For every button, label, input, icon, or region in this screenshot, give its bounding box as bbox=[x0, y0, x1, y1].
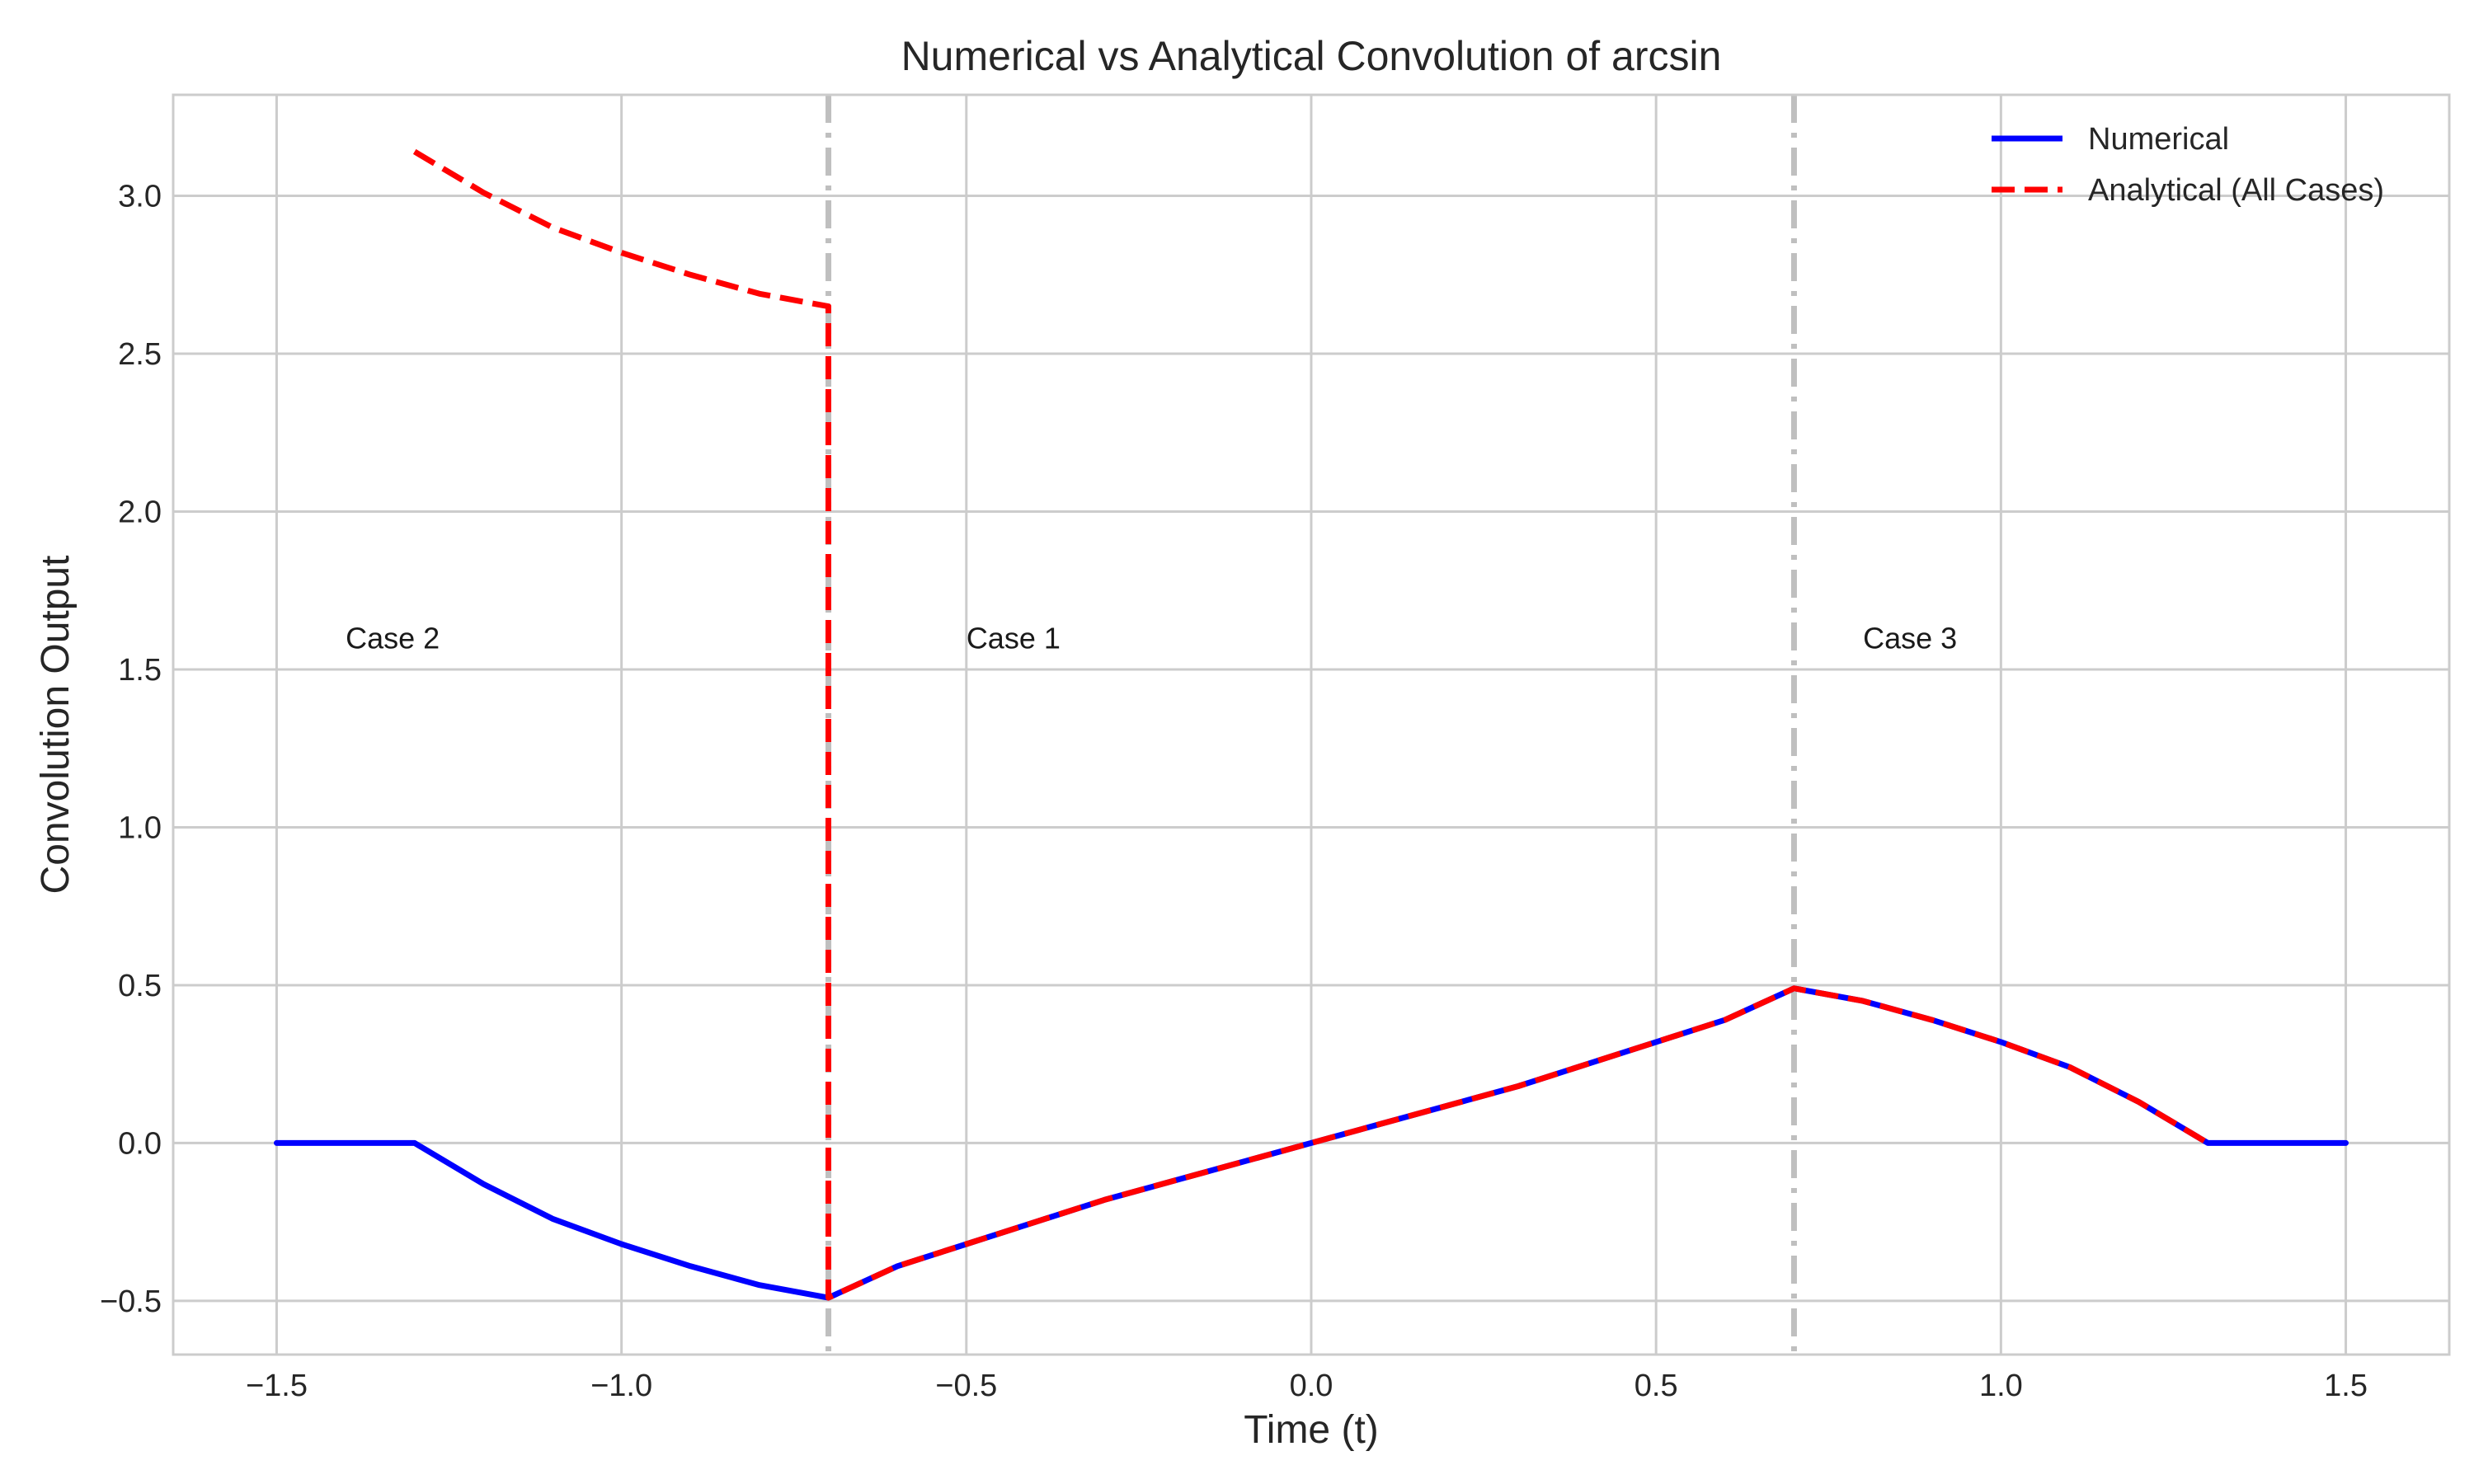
legend-label-analytical: Analytical (All Cases) bbox=[2088, 173, 2384, 208]
x-tick-label: 0.5 bbox=[1634, 1369, 1678, 1403]
series bbox=[274, 148, 2349, 1301]
y-axis-title: Convolution Output bbox=[34, 556, 78, 895]
y-tick-label: 1.0 bbox=[118, 810, 162, 845]
x-tick-label: 1.0 bbox=[1979, 1369, 2023, 1403]
x-tick-label: −1.5 bbox=[246, 1369, 308, 1403]
case-annotation: Case 3 bbox=[1863, 622, 1957, 655]
x-tick-labels: −1.5 −1.0 −0.5 0.0 0.5 1.0 1.5 bbox=[246, 1369, 2368, 1403]
x-tick-label: −0.5 bbox=[935, 1369, 997, 1403]
grid bbox=[173, 95, 2449, 1355]
y-tick-label: −0.5 bbox=[100, 1284, 162, 1319]
case-annotation: Case 2 bbox=[346, 622, 440, 655]
y-tick-labels: −0.5 0.0 0.5 1.0 1.5 2.0 2.5 3.0 bbox=[100, 180, 162, 1319]
x-axis-title: Time (t) bbox=[1244, 1408, 1379, 1452]
y-tick-label: 2.5 bbox=[118, 337, 162, 372]
legend-label-numerical: Numerical bbox=[2088, 122, 2229, 157]
x-tick-label: 0.0 bbox=[1290, 1369, 1333, 1403]
x-tick-label: −1.0 bbox=[590, 1369, 652, 1403]
case-annotations: Case 2 Case 1 Case 3 bbox=[346, 622, 1957, 655]
series-line-analytical bbox=[412, 148, 2210, 1301]
y-tick-label: 0.5 bbox=[118, 969, 162, 1003]
y-tick-label: 0.0 bbox=[118, 1126, 162, 1161]
y-tick-label: 1.5 bbox=[118, 653, 162, 688]
legend: Numerical Analytical (All Cases) bbox=[1992, 122, 2384, 208]
y-tick-label: 2.0 bbox=[118, 495, 162, 530]
plot-frame bbox=[172, 93, 2451, 1356]
chart-title: Numerical vs Analytical Convolution of a… bbox=[901, 33, 1722, 79]
case-annotation: Case 1 bbox=[967, 622, 1061, 655]
x-tick-label: 1.5 bbox=[2324, 1369, 2368, 1403]
y-tick-label: 3.0 bbox=[118, 180, 162, 214]
